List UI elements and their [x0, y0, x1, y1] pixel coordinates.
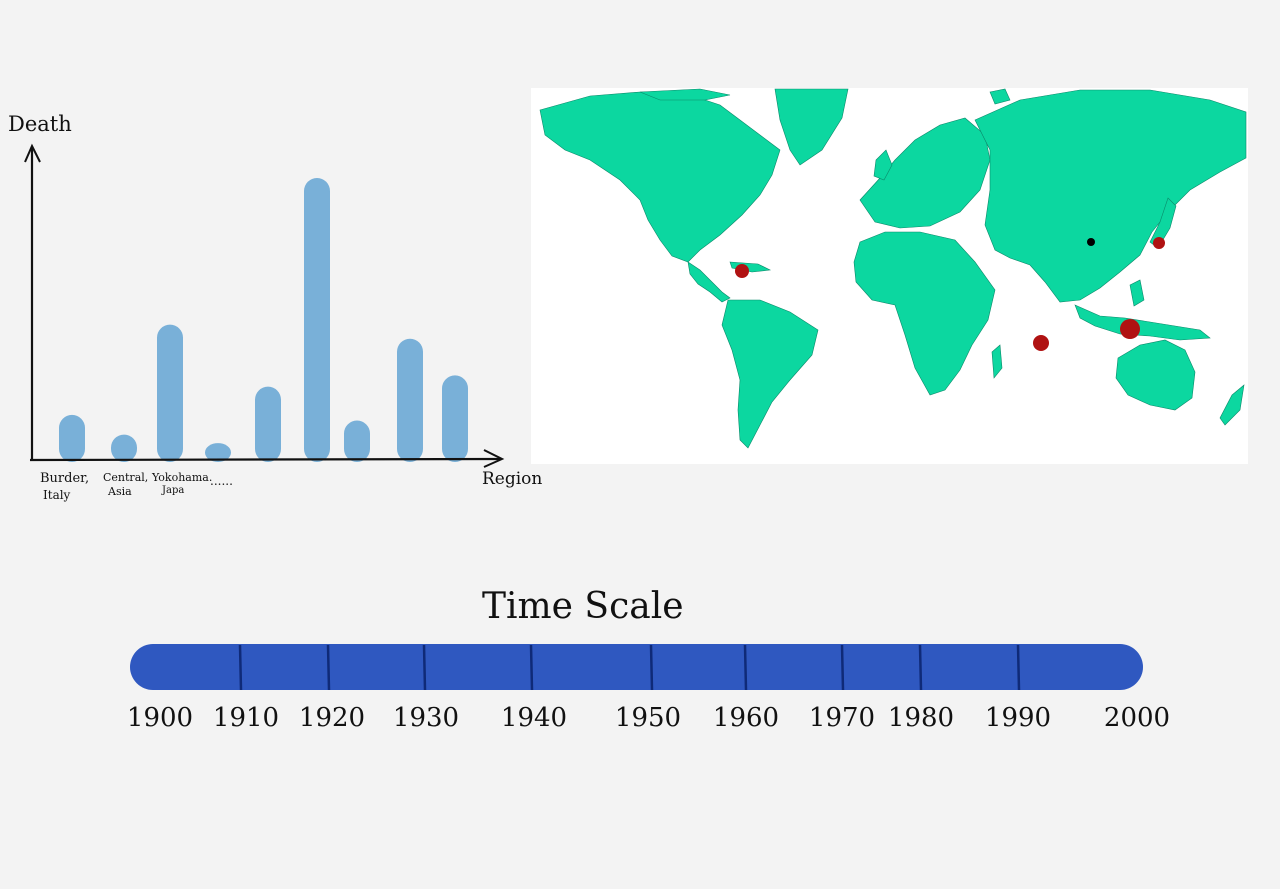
bars-group	[59, 178, 468, 462]
north-america	[539, 91, 781, 263]
africa	[853, 231, 996, 396]
timeline-tick-label: 1980	[888, 703, 954, 733]
madagascar	[991, 344, 1003, 379]
timeline-tick-label: 1930	[393, 703, 459, 733]
timeline-tick	[840, 644, 845, 691]
timeline-tick-label: 1910	[213, 703, 279, 733]
map-marker-china[interactable]	[1087, 238, 1095, 246]
x-axis-arrow	[483, 449, 505, 468]
philippines	[1129, 279, 1145, 307]
y-axis-label: Death	[8, 112, 72, 136]
y-axis-arrow	[24, 143, 41, 163]
region-label: Central,	[103, 471, 148, 484]
death-by-region-sketch: Death Region Burder, Italy Central, Asia…	[8, 112, 542, 502]
australia	[1115, 339, 1196, 411]
bar	[397, 338, 423, 462]
timeline-tick-label: 1950	[615, 703, 681, 733]
south-america	[721, 299, 819, 449]
bar	[205, 443, 231, 462]
bar	[111, 434, 137, 462]
british-isles	[873, 149, 893, 181]
bar	[255, 386, 281, 462]
timeline-bar[interactable]	[130, 644, 1143, 690]
time-scale: Time Scale 1900 1910 1920 1930 1940 1950 1960 1…	[127, 586, 1170, 733]
timeline-tick-label: 1990	[985, 703, 1051, 733]
timeline-tick	[529, 644, 534, 691]
indonesia-islands	[1074, 304, 1211, 341]
bar	[304, 178, 330, 462]
timeline-tick	[649, 644, 654, 691]
timeline-tick	[238, 644, 243, 691]
continents	[539, 88, 1247, 449]
timeline-tick-label: 2000	[1104, 703, 1170, 733]
timeline-tick	[743, 644, 748, 691]
x-axis-label: Region	[482, 469, 542, 489]
timeline-tick	[918, 644, 923, 691]
arctic-islands	[639, 88, 731, 101]
new-zealand	[1219, 384, 1245, 426]
region-label-line2: Italy	[43, 488, 71, 502]
europe	[859, 117, 991, 229]
map-marker-japan[interactable]	[1153, 237, 1165, 249]
map-marker-caribbean[interactable]	[735, 264, 749, 278]
bar	[442, 375, 468, 462]
timeline-tick-label: 1900	[127, 703, 193, 733]
x-axis	[29, 457, 501, 462]
timeline-tick-label: 1970	[809, 703, 875, 733]
region-label-line2: Asia	[107, 485, 132, 498]
region-label: Burder,	[40, 471, 89, 486]
region-labels: Burder, Italy Central, Asia Yokohama. Ja…	[40, 471, 233, 502]
timeline-tick-label: 1960	[713, 703, 779, 733]
central-america	[687, 261, 731, 303]
time-scale-title: Time Scale	[482, 586, 684, 627]
map-marker-indian-ocean[interactable]	[1033, 335, 1049, 351]
timeline-tick-label: 1940	[501, 703, 567, 733]
world-map	[531, 88, 1248, 464]
timeline-tick	[326, 644, 331, 691]
markers-group	[735, 237, 1165, 351]
timeline-tick	[422, 644, 427, 691]
region-label: ......	[210, 474, 233, 488]
bar	[59, 414, 85, 462]
timeline-tick	[1016, 644, 1021, 691]
region-label: Yokohama.	[151, 471, 212, 484]
ticks-group: 1900 1910 1920 1930 1940 1950 1960 1970 1980 1990…	[127, 644, 1170, 733]
bar	[344, 420, 370, 462]
bar	[157, 324, 183, 462]
svalbard	[989, 88, 1011, 105]
map-marker-indonesia[interactable]	[1120, 319, 1140, 339]
asia	[974, 89, 1247, 303]
timeline-tick-label: 1920	[299, 703, 365, 733]
greenland	[774, 88, 849, 166]
region-label-line2: Japa	[161, 485, 184, 496]
